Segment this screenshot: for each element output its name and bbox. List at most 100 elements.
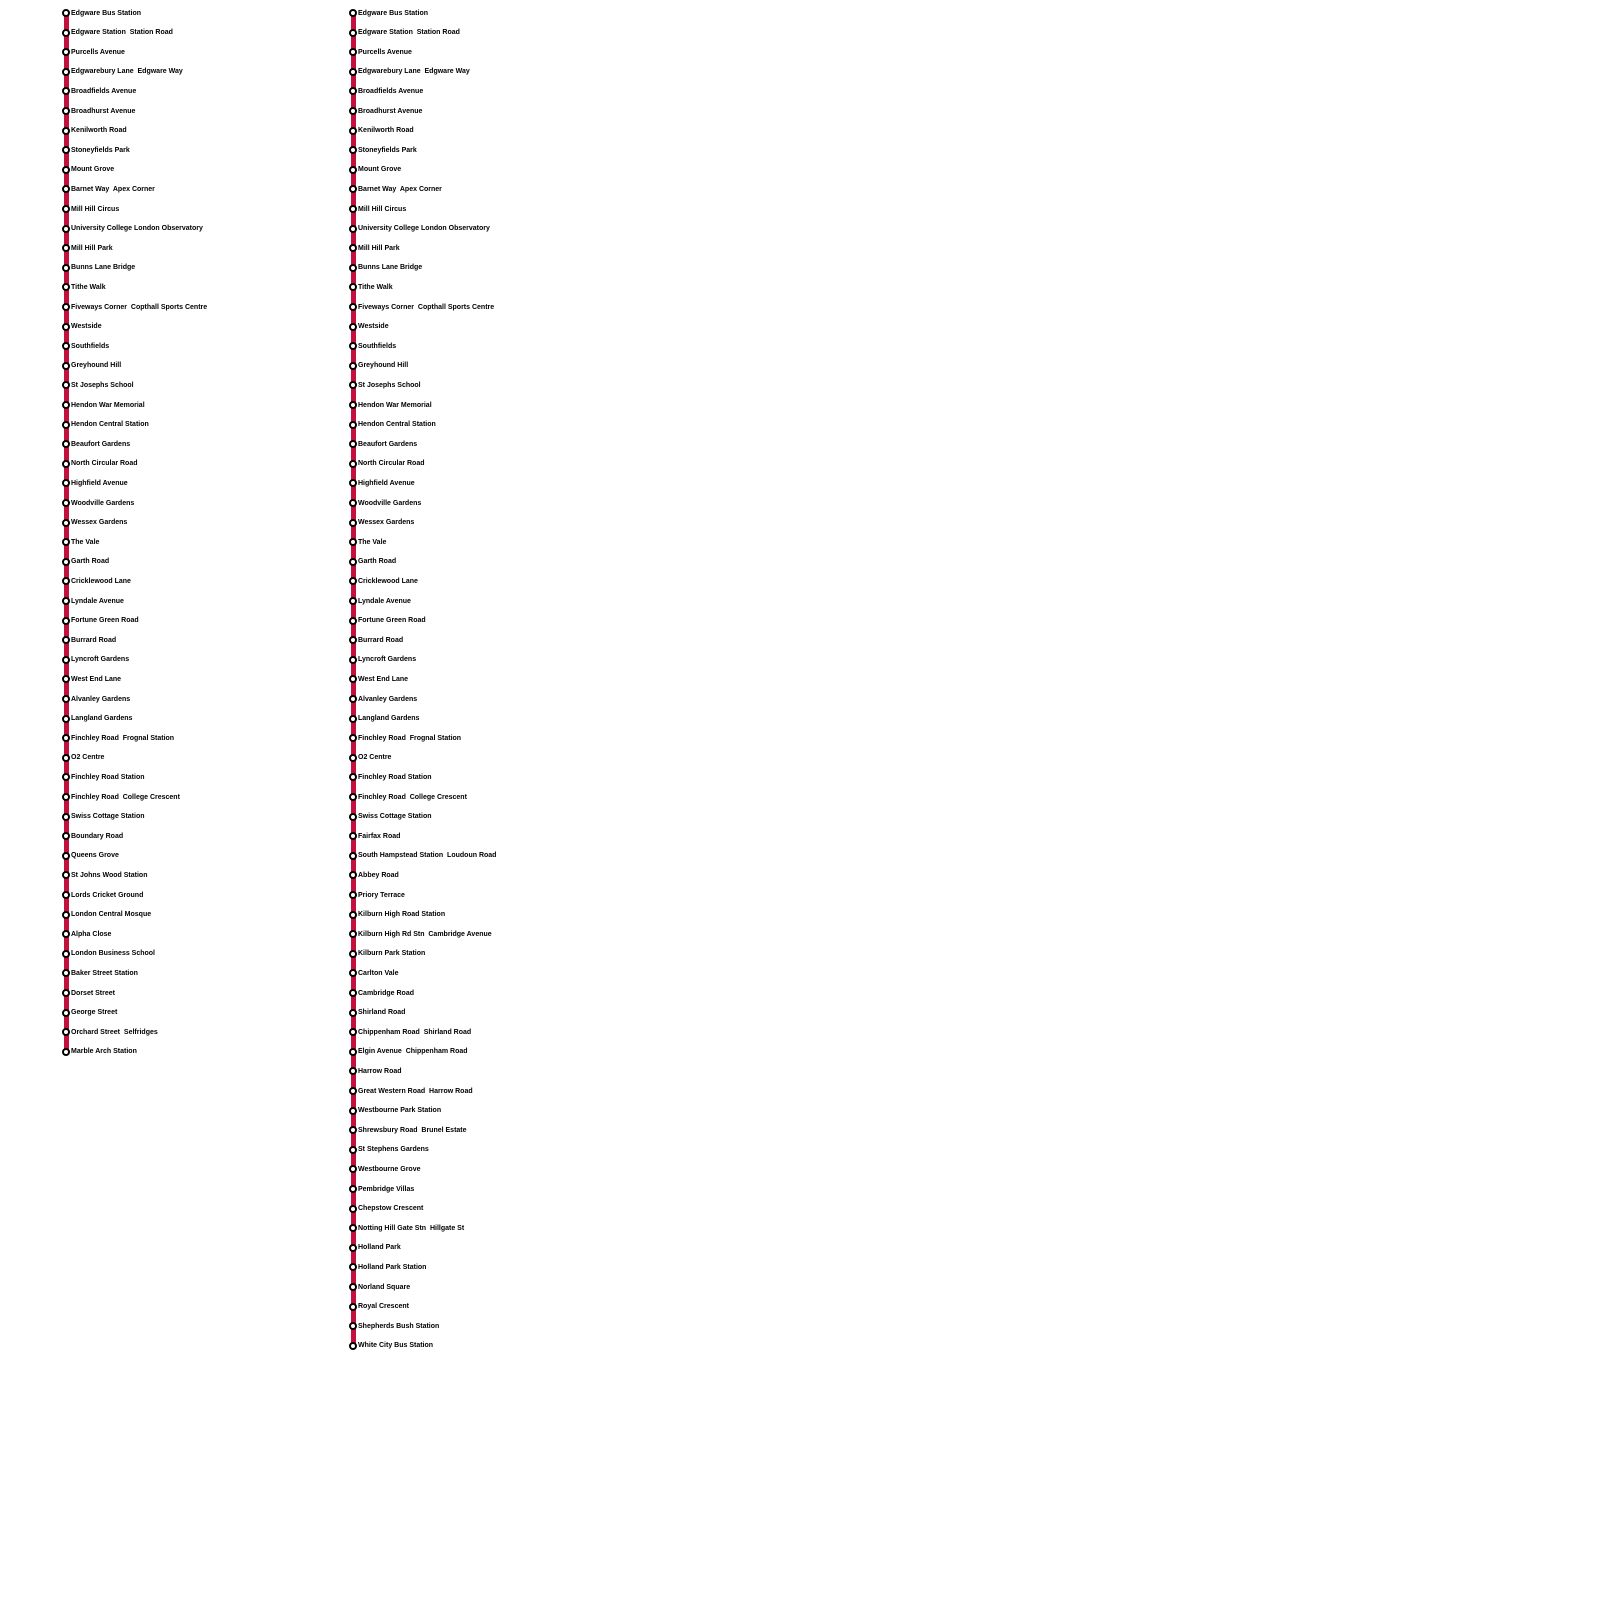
stop-item: Notting Hill Gate Stn Hillgate St [349, 1223, 464, 1233]
stop-name: Fiveways Corner Copthall Sports Centre [71, 303, 208, 311]
stop-item: Holland Park [349, 1243, 401, 1253]
stop-marker-icon [62, 577, 70, 586]
stop-item: St Stephens Gardens [349, 1145, 429, 1155]
stop-name: Carlton Vale [358, 969, 399, 977]
stop-marker-icon [349, 871, 357, 880]
stop-item: Kenilworth Road [62, 126, 127, 136]
stop-name: Abbey Road [358, 871, 399, 879]
stop-item: Cambridge Road [349, 988, 414, 998]
stop-name: Shirland Road [358, 1009, 406, 1017]
stop-marker-icon [349, 244, 357, 253]
stop-name: Kenilworth Road [358, 127, 414, 135]
stop-name: Garth Road [71, 558, 110, 566]
stop-marker-icon [62, 48, 70, 57]
stop-item: Orchard Street Selfridges [62, 1027, 158, 1037]
stop-marker-icon [62, 459, 70, 468]
stop-marker-icon [62, 714, 70, 723]
stop-name: West End Lane [71, 675, 122, 683]
stop-marker-icon [349, 1322, 357, 1331]
stop-name: Hendon War Memorial [358, 401, 432, 409]
stop-marker-icon [62, 636, 70, 645]
stop-name: Holland Park Station [358, 1263, 427, 1271]
stop-marker-icon [62, 1008, 70, 1017]
stop-name: London Central Mosque [71, 911, 152, 919]
stop-item: Dorset Street [62, 988, 115, 998]
stop-marker-icon [62, 244, 70, 253]
stop-marker-icon [349, 1126, 357, 1135]
stop-marker-icon [349, 557, 357, 566]
stop-name: Beaufort Gardens [71, 440, 131, 448]
stop-name: Broadfields Avenue [358, 87, 424, 95]
stop-marker-icon [62, 361, 70, 370]
stop-item: O2 Centre [349, 753, 391, 763]
stop-item: North Circular Road [349, 459, 425, 469]
stop-marker-icon [349, 930, 357, 939]
stop-name: Stoneyfields Park [358, 146, 417, 154]
stop-item: Mill Hill Park [349, 243, 400, 253]
stop-marker-icon [349, 479, 357, 488]
stop-name: Southfields [71, 342, 110, 350]
stop-marker-icon [349, 342, 357, 351]
stop-name: Finchley Road Station [71, 773, 145, 781]
stop-item: Tithe Walk [349, 282, 393, 292]
stop-name: Finchley Road College Crescent [358, 793, 467, 801]
stop-item: Alpha Close [62, 929, 111, 939]
stop-marker-icon [349, 1008, 357, 1017]
stop-marker-icon [62, 557, 70, 566]
stop-name: University College London Observatory [358, 225, 490, 233]
stop-name: Queens Grove [71, 852, 119, 860]
stop-marker-icon [349, 714, 357, 723]
stop-marker-icon [349, 107, 357, 115]
stop-item: Greyhound Hill [349, 361, 408, 371]
stop-item: Swiss Cottage Station [62, 812, 145, 822]
stop-name: Baker Street Station [71, 969, 138, 977]
stop-name: Lyndale Avenue [71, 597, 124, 605]
stop-name: Alvanley Gardens [71, 695, 131, 703]
stop-name: Edgwarebury Lane Edgware Way [358, 68, 470, 76]
stop-name: The Vale [358, 538, 387, 546]
stop-marker-icon [62, 695, 70, 703]
stop-marker-icon [62, 479, 70, 488]
stop-name: Mount Grove [71, 166, 115, 174]
stop-item: Westside [62, 322, 102, 332]
stop-name: Lyncroft Gardens [358, 656, 417, 664]
stop-name: Langland Gardens [71, 715, 133, 723]
stop-marker-icon [349, 1145, 357, 1154]
stop-name: O2 Centre [358, 754, 392, 762]
stop-name: Pembridge Villas [358, 1185, 415, 1193]
stop-item: St Josephs School [349, 380, 421, 390]
stop-name: Norland Square [358, 1283, 411, 1291]
stop-name: Lyncroft Gardens [71, 656, 130, 664]
stop-name: O2 Centre [71, 754, 105, 762]
stop-item: Shrewsbury Road Brunel Estate [349, 1125, 467, 1135]
stop-marker-icon [62, 616, 70, 625]
stop-marker-icon [349, 165, 357, 174]
stop-item: Langland Gardens [349, 714, 419, 724]
stop-item: Royal Crescent [349, 1302, 409, 1312]
stop-name: Burrard Road [358, 636, 404, 644]
stop-name: Edgware Bus Station [358, 9, 429, 17]
stop-name: St Johns Wood Station [71, 871, 148, 879]
stop-item: Barnet Way Apex Corner [349, 184, 442, 194]
stop-name: Fairfax Road [358, 832, 401, 840]
stop-name: North Circular Road [358, 460, 425, 468]
stop-item: Fortune Green Road [62, 616, 139, 626]
stop-marker-icon [62, 930, 70, 939]
stop-name: Fortune Green Road [71, 617, 139, 625]
stop-item: Mill Hill Circus [349, 204, 406, 214]
stop-item: Fortune Green Road [349, 616, 426, 626]
stop-marker-icon [349, 969, 357, 978]
stop-marker-icon [62, 381, 70, 390]
stop-item: Edgwarebury Lane Edgware Way [349, 67, 470, 77]
stop-name: Purcells Avenue [71, 48, 125, 56]
stop-marker-icon [349, 949, 357, 958]
stop-item: O2 Centre [62, 753, 104, 763]
stop-marker-icon [349, 1028, 357, 1037]
stop-marker-icon [62, 499, 70, 507]
stop-item: Chepstow Crescent [349, 1204, 423, 1214]
stop-item: Finchley Road College Crescent [349, 792, 467, 802]
stop-marker-icon [62, 910, 70, 919]
stop-name: University College London Observatory [71, 225, 203, 233]
stop-item: Wessex Gardens [349, 518, 414, 528]
stop-item: Lyndale Avenue [349, 596, 411, 606]
